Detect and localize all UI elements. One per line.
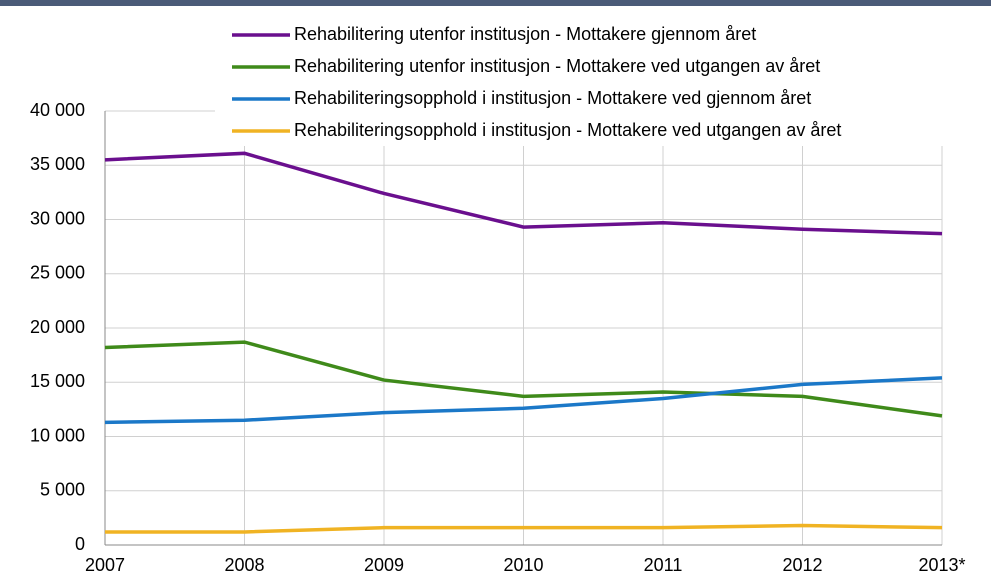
series-line (104, 376, 943, 425)
top-bar (0, 0, 991, 6)
x-tick-label: 2008 (224, 555, 264, 575)
x-tick-label: 2009 (364, 555, 404, 575)
series-line (105, 523, 943, 534)
legend-label: Rehabilitering utenfor institusjon - Mot… (294, 24, 756, 44)
series-line (104, 151, 943, 236)
y-tick-label: 15 000 (30, 371, 85, 391)
x-tick-label: 2011 (644, 555, 683, 575)
series-line (104, 340, 943, 418)
y-tick-label: 25 000 (30, 263, 85, 283)
y-tick-label: 40 000 (30, 100, 85, 120)
x-tick-label: 2010 (503, 555, 543, 575)
x-tick-label: 2013* (918, 555, 965, 575)
y-tick-label: 30 000 (30, 208, 85, 228)
legend-label: Rehabiliteringsopphold i institusjon - M… (294, 120, 841, 140)
y-tick-label: 20 000 (30, 317, 85, 337)
legend-label: Rehabiliteringsopphold i institusjon - M… (294, 88, 811, 108)
y-tick-label: 35 000 (30, 154, 85, 174)
legend-box (215, 18, 950, 146)
x-tick-label: 2007 (85, 555, 125, 575)
y-tick-label: 5 000 (40, 480, 85, 500)
legend-label: Rehabilitering utenfor institusjon - Mot… (294, 56, 820, 76)
y-tick-label: 10 000 (30, 425, 85, 445)
y-tick-label: 0 (75, 534, 85, 554)
x-tick-label: 2012 (782, 555, 822, 575)
